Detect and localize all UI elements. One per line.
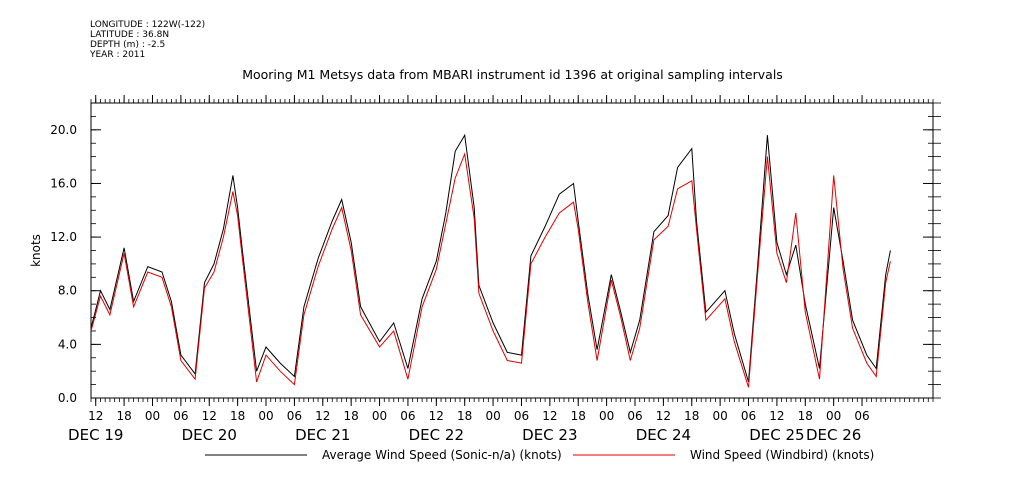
legend-label-sonic: Average Wind Speed (Sonic-n/a) (knots) xyxy=(322,448,562,462)
x-tick-label: 06 xyxy=(627,409,642,423)
x-tick-label: 18 xyxy=(684,409,699,423)
x-tick-label: 12 xyxy=(542,409,557,423)
x-tick-label: 18 xyxy=(571,409,586,423)
y-axis-label: knots xyxy=(29,234,43,267)
x-day-label: DEC 26 xyxy=(806,426,861,444)
x-tick-label: 06 xyxy=(514,409,529,423)
y-tick-label: 0.0 xyxy=(58,391,77,405)
latitude-label: LATITUDE : 36.8N xyxy=(90,30,170,40)
x-tick-label: 00 xyxy=(712,409,727,423)
x-tick-label: 00 xyxy=(485,409,500,423)
x-day-label: DEC 19 xyxy=(68,426,123,444)
depth-label: DEPTH (m) : -2.5 xyxy=(90,40,166,50)
x-tick-label: 12 xyxy=(202,409,217,423)
x-tick-label: 00 xyxy=(826,409,841,423)
y-tick-label: 8.0 xyxy=(58,284,77,298)
x-tick-label: 12 xyxy=(656,409,671,423)
x-tick-label: 18 xyxy=(230,409,245,423)
x-tick-label: 00 xyxy=(372,409,387,423)
x-tick-label: 06 xyxy=(173,409,188,423)
y-tick-label: 20.0 xyxy=(50,123,77,137)
legend-label-windbird: Wind Speed (Windbird) (knots) xyxy=(690,448,874,462)
year-label: YEAR : 2011 xyxy=(90,50,146,60)
x-tick-label: 12 xyxy=(429,409,444,423)
x-tick-label: 06 xyxy=(741,409,756,423)
x-tick-label: 06 xyxy=(854,409,869,423)
x-day-label: DEC 25 xyxy=(749,426,804,444)
x-day-label: DEC 20 xyxy=(182,426,237,444)
chart-title: Mooring M1 Metsys data from MBARI instru… xyxy=(242,67,783,82)
x-tick-label: 18 xyxy=(344,409,359,423)
x-tick-label: 18 xyxy=(798,409,813,423)
x-tick-label: 06 xyxy=(400,409,415,423)
y-tick-label: 4.0 xyxy=(58,337,77,351)
x-day-label: DEC 24 xyxy=(636,426,691,444)
x-day-label: DEC 21 xyxy=(295,426,350,444)
x-tick-label: 00 xyxy=(145,409,160,423)
x-tick-label: 18 xyxy=(457,409,472,423)
dataset-metadata: LONGITUDE : 122W(-122) LATITUDE : 36.8N … xyxy=(90,20,205,60)
x-tick-label: 12 xyxy=(769,409,784,423)
x-tick-label: 12 xyxy=(315,409,330,423)
x-tick-label: 18 xyxy=(116,409,131,423)
x-day-label: DEC 22 xyxy=(409,426,464,444)
longitude-label: LONGITUDE : 122W(-122) xyxy=(90,20,206,30)
series-line-windbird xyxy=(90,152,891,388)
x-day-label: DEC 23 xyxy=(522,426,577,444)
x-tick-label: 00 xyxy=(599,409,614,423)
y-tick-label: 16.0 xyxy=(50,176,77,190)
x-tick-label: 00 xyxy=(258,409,273,423)
series-line-sonic xyxy=(90,133,891,383)
x-tick-label: 12 xyxy=(88,409,103,423)
y-tick-label: 12.0 xyxy=(50,230,77,244)
x-tick-label: 06 xyxy=(287,409,302,423)
